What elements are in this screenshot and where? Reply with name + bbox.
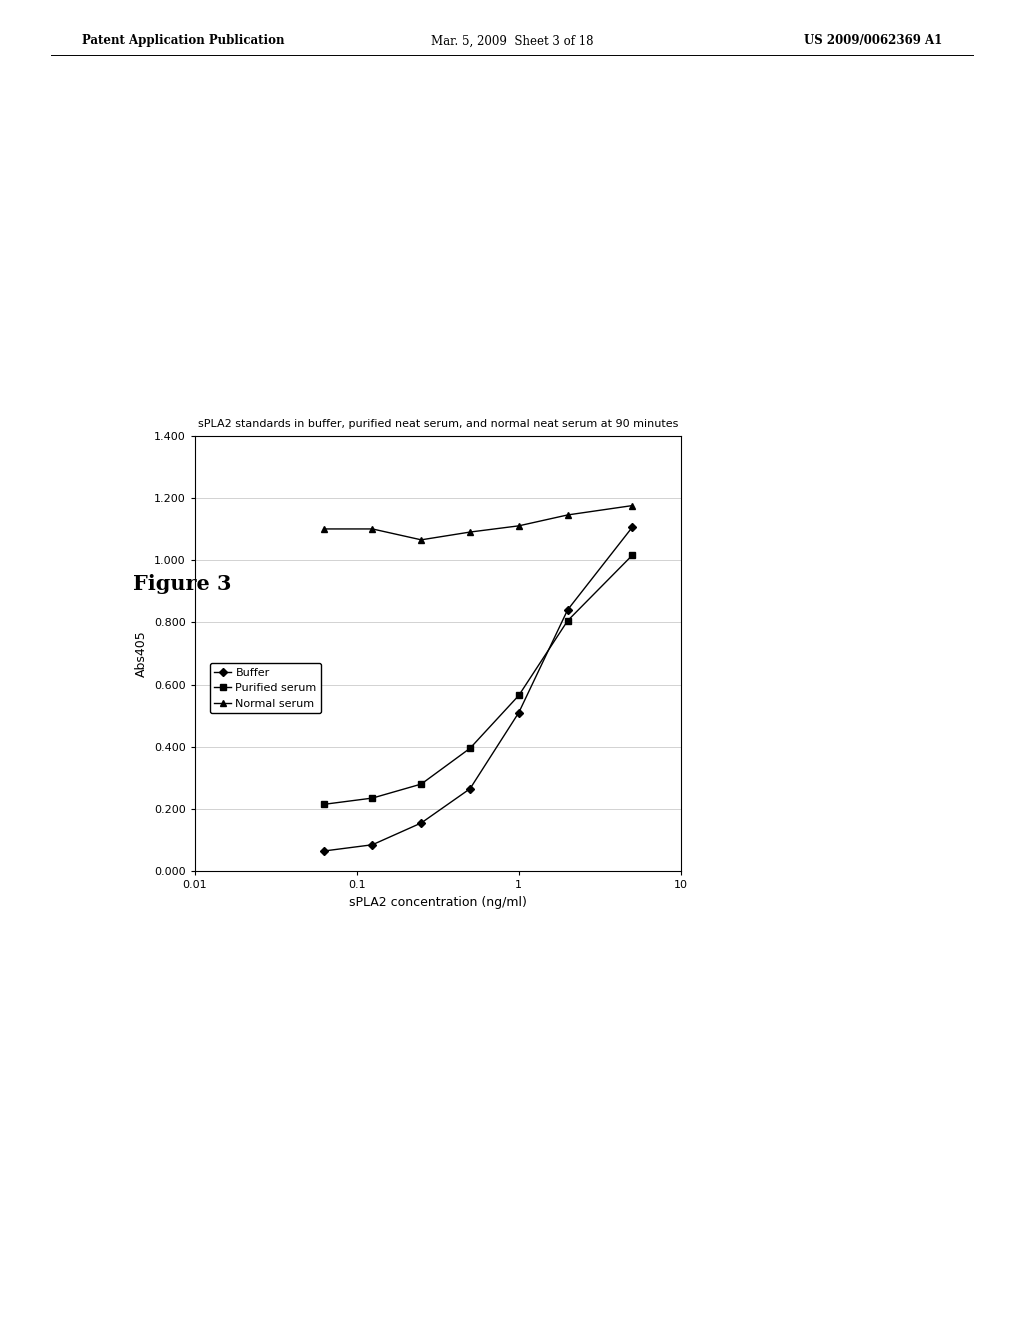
Line: Purified serum: Purified serum xyxy=(322,553,635,807)
Line: Buffer: Buffer xyxy=(322,524,635,854)
Line: Normal serum: Normal serum xyxy=(321,502,636,544)
Text: Patent Application Publication: Patent Application Publication xyxy=(82,34,285,48)
Purified serum xyxy=(464,741,476,756)
Purified serum xyxy=(561,612,573,628)
Text: US 2009/0062369 A1: US 2009/0062369 A1 xyxy=(804,34,942,48)
Normal serum xyxy=(367,521,379,537)
Buffer xyxy=(367,837,379,853)
Buffer xyxy=(561,602,573,618)
Normal serum xyxy=(318,521,331,537)
Purified serum xyxy=(318,796,331,812)
Normal serum xyxy=(561,507,573,523)
Purified serum xyxy=(415,776,427,792)
Buffer xyxy=(415,814,427,830)
Buffer xyxy=(318,843,331,859)
Y-axis label: Abs405: Abs405 xyxy=(135,630,148,677)
Normal serum xyxy=(464,524,476,540)
Normal serum xyxy=(626,498,638,513)
Purified serum xyxy=(626,548,638,564)
Buffer xyxy=(513,705,525,721)
X-axis label: sPLA2 concentration (ng/ml): sPLA2 concentration (ng/ml) xyxy=(349,896,526,908)
Text: Mar. 5, 2009  Sheet 3 of 18: Mar. 5, 2009 Sheet 3 of 18 xyxy=(431,34,593,48)
Purified serum xyxy=(513,688,525,704)
Legend: Buffer, Purified serum, Normal serum: Buffer, Purified serum, Normal serum xyxy=(210,663,322,713)
Buffer xyxy=(626,520,638,536)
Title: sPLA2 standards in buffer, purified neat serum, and normal neat serum at 90 minu: sPLA2 standards in buffer, purified neat… xyxy=(198,420,678,429)
Text: Figure 3: Figure 3 xyxy=(133,574,231,594)
Purified serum xyxy=(367,791,379,807)
Normal serum xyxy=(513,517,525,533)
Normal serum xyxy=(415,532,427,548)
Buffer xyxy=(464,781,476,797)
